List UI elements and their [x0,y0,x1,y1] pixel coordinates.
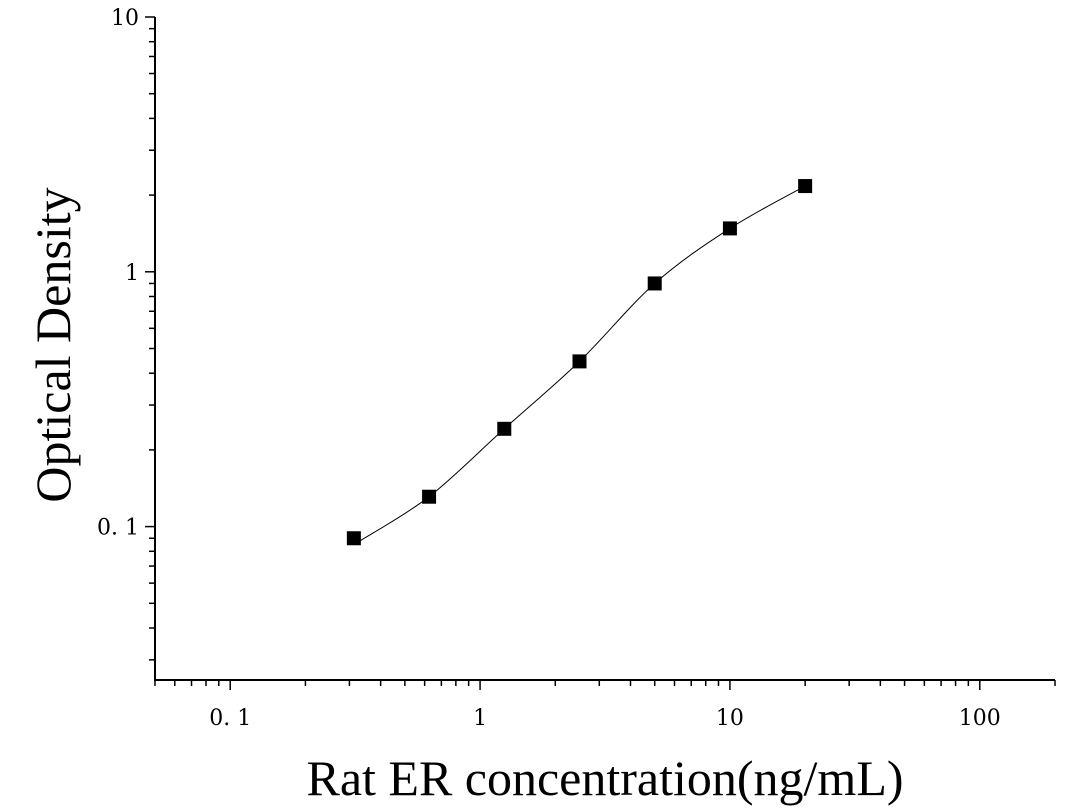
y-tick-label: 1 [125,261,139,286]
y-tick-label: 0. 1 [97,516,139,541]
x-axis-title: Rat ER concentration(ng/mL) [306,750,903,806]
data-points [346,179,813,546]
x-tick-label: 0. 1 [209,706,251,731]
ticks [145,16,1056,690]
data-point [722,221,737,236]
data-point [497,421,512,436]
axes [154,17,1055,681]
x-tick-label: 100 [959,706,1001,731]
y-axis-title: Optical Density [25,187,81,502]
y-tick-label: 10 [111,6,139,31]
x-tick-label: 1 [473,706,487,731]
data-point [798,179,813,194]
data-point [346,531,361,546]
data-point [422,489,437,504]
data-point [572,354,587,369]
data-point [647,276,662,291]
x-tick-label: 10 [716,706,744,731]
tick-labels: 0. 1 1 10 100 0. 1 1 10 [97,6,1001,731]
